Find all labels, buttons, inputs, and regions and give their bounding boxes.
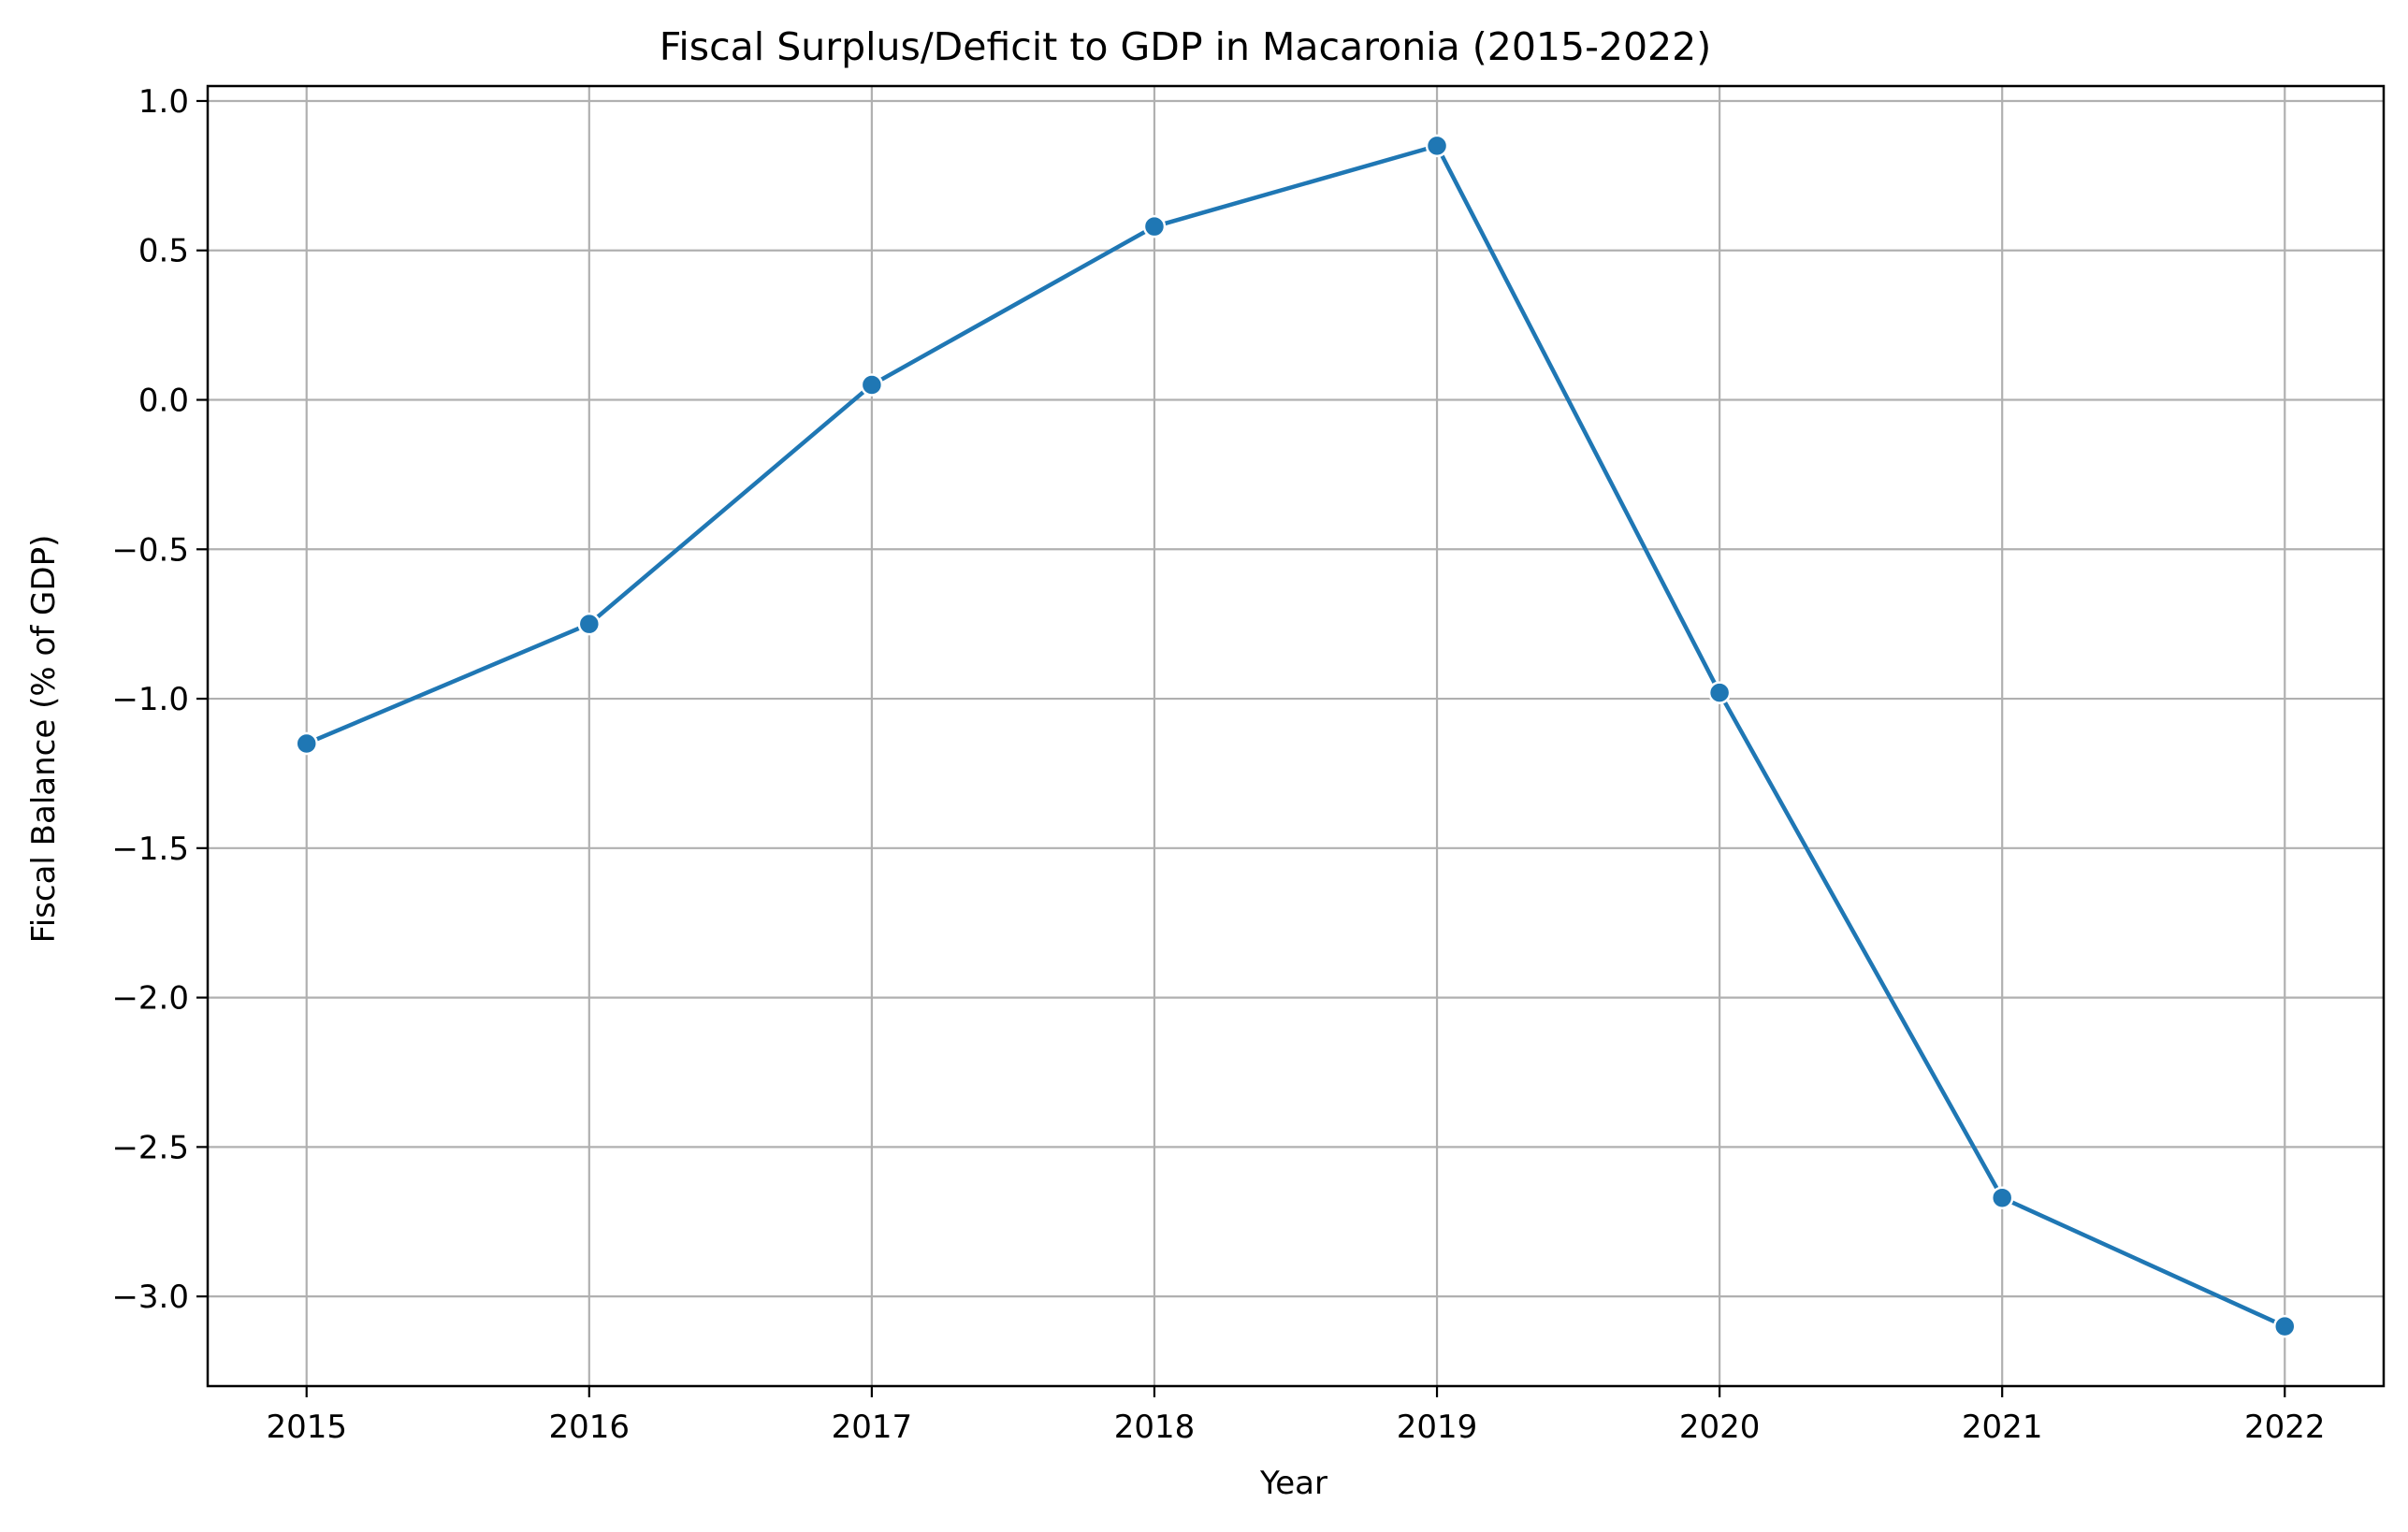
x-tick-label: 2021 xyxy=(1962,1409,2043,1446)
y-axis-ticks: 1.0 0.5 0.0 −0.5 −1.0 −1.5 −2.0 −2.5 −3.0 xyxy=(111,83,208,1316)
y-tick-label: −1.5 xyxy=(111,831,189,868)
x-tick-label: 2016 xyxy=(549,1409,631,1446)
x-tick-label: 2020 xyxy=(1679,1409,1761,1446)
y-tick-label: −2.0 xyxy=(111,980,189,1018)
data-point-2016 xyxy=(577,612,602,636)
data-point-2017 xyxy=(860,373,884,397)
data-point-2019 xyxy=(1425,134,1449,158)
grid-lines xyxy=(208,86,2384,1386)
data-point-2021 xyxy=(1990,1186,2014,1209)
data-point-2015 xyxy=(295,731,318,756)
y-tick-label: −1.0 xyxy=(111,681,189,718)
data-point-2018 xyxy=(1142,214,1167,238)
y-axis-title: Fiscal Balance (% of GDP) xyxy=(25,535,63,944)
x-axis-ticks: 2015 2016 2017 2018 2019 2020 2021 2022 xyxy=(266,1386,2326,1446)
x-tick-label: 2019 xyxy=(1397,1409,1478,1446)
chart-title: Fiscal Surplus/Deficit to GDP in Macaron… xyxy=(660,24,1711,69)
y-tick-label: 1.0 xyxy=(138,83,189,121)
x-tick-label: 2018 xyxy=(1114,1409,1196,1446)
y-tick-label: 0.0 xyxy=(138,383,189,420)
y-tick-label: 0.5 xyxy=(138,233,189,270)
y-tick-label: −0.5 xyxy=(111,531,189,569)
data-point-2020 xyxy=(1707,681,1732,704)
x-axis-title: Year xyxy=(1259,1465,1327,1502)
plot-area-frame xyxy=(206,84,2386,1388)
data-points xyxy=(295,134,2297,1338)
series-line-layer xyxy=(305,143,2286,1329)
x-tick-label: 2022 xyxy=(2244,1409,2326,1446)
x-tick-label: 2015 xyxy=(266,1409,347,1446)
series-line xyxy=(305,143,2286,1329)
x-tick-label: 2017 xyxy=(832,1409,913,1446)
y-tick-label: −2.5 xyxy=(111,1129,189,1166)
y-tick-label: −3.0 xyxy=(111,1279,189,1316)
data-point-2022 xyxy=(2273,1314,2297,1338)
